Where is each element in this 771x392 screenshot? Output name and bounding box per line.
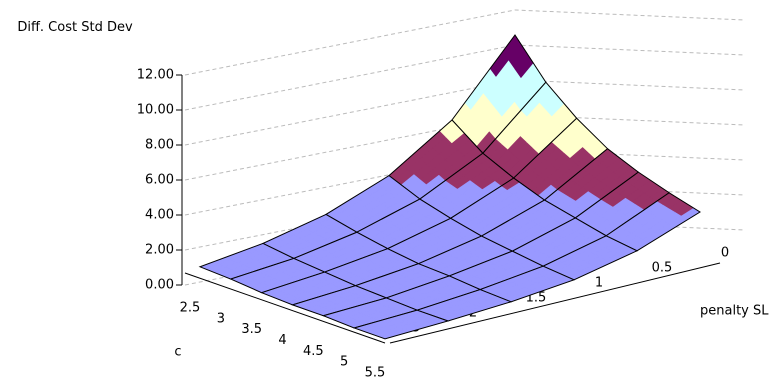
x-tick-label: 5 — [340, 355, 348, 370]
x-tick-label: 4 — [278, 333, 286, 348]
y-tick-label: 1 — [595, 276, 603, 291]
y-axis-label: penalty SL — [700, 304, 769, 319]
z-tick-label: 0.00 — [145, 278, 174, 293]
x-tick-label: 3 — [217, 311, 225, 326]
z-tick-label: 2.00 — [145, 243, 174, 258]
z-tick-label: 4.00 — [145, 208, 174, 223]
y-tick-label: 0.5 — [652, 261, 673, 276]
z-axis-label: Diff. Cost Std Dev — [17, 20, 133, 35]
x-axis-label: c — [174, 345, 181, 360]
grid-line — [184, 44, 746, 111]
y-axis — [389, 262, 721, 344]
z-tick-label: 6.00 — [145, 173, 174, 188]
z-tick-label: 8.00 — [145, 138, 174, 153]
z-tick-label: 10.00 — [137, 103, 174, 118]
x-tick-label: 4.5 — [303, 344, 324, 359]
y-tick-label: 0 — [721, 246, 729, 261]
x-tick-label: 3.5 — [241, 322, 262, 337]
z-tick-label: 12.00 — [137, 68, 174, 83]
x-tick-label: 5.5 — [365, 366, 386, 381]
x-tick-label: 2.5 — [180, 301, 201, 316]
grid-line — [184, 9, 746, 76]
mesh-cell — [352, 309, 450, 340]
x-axis — [184, 272, 386, 344]
